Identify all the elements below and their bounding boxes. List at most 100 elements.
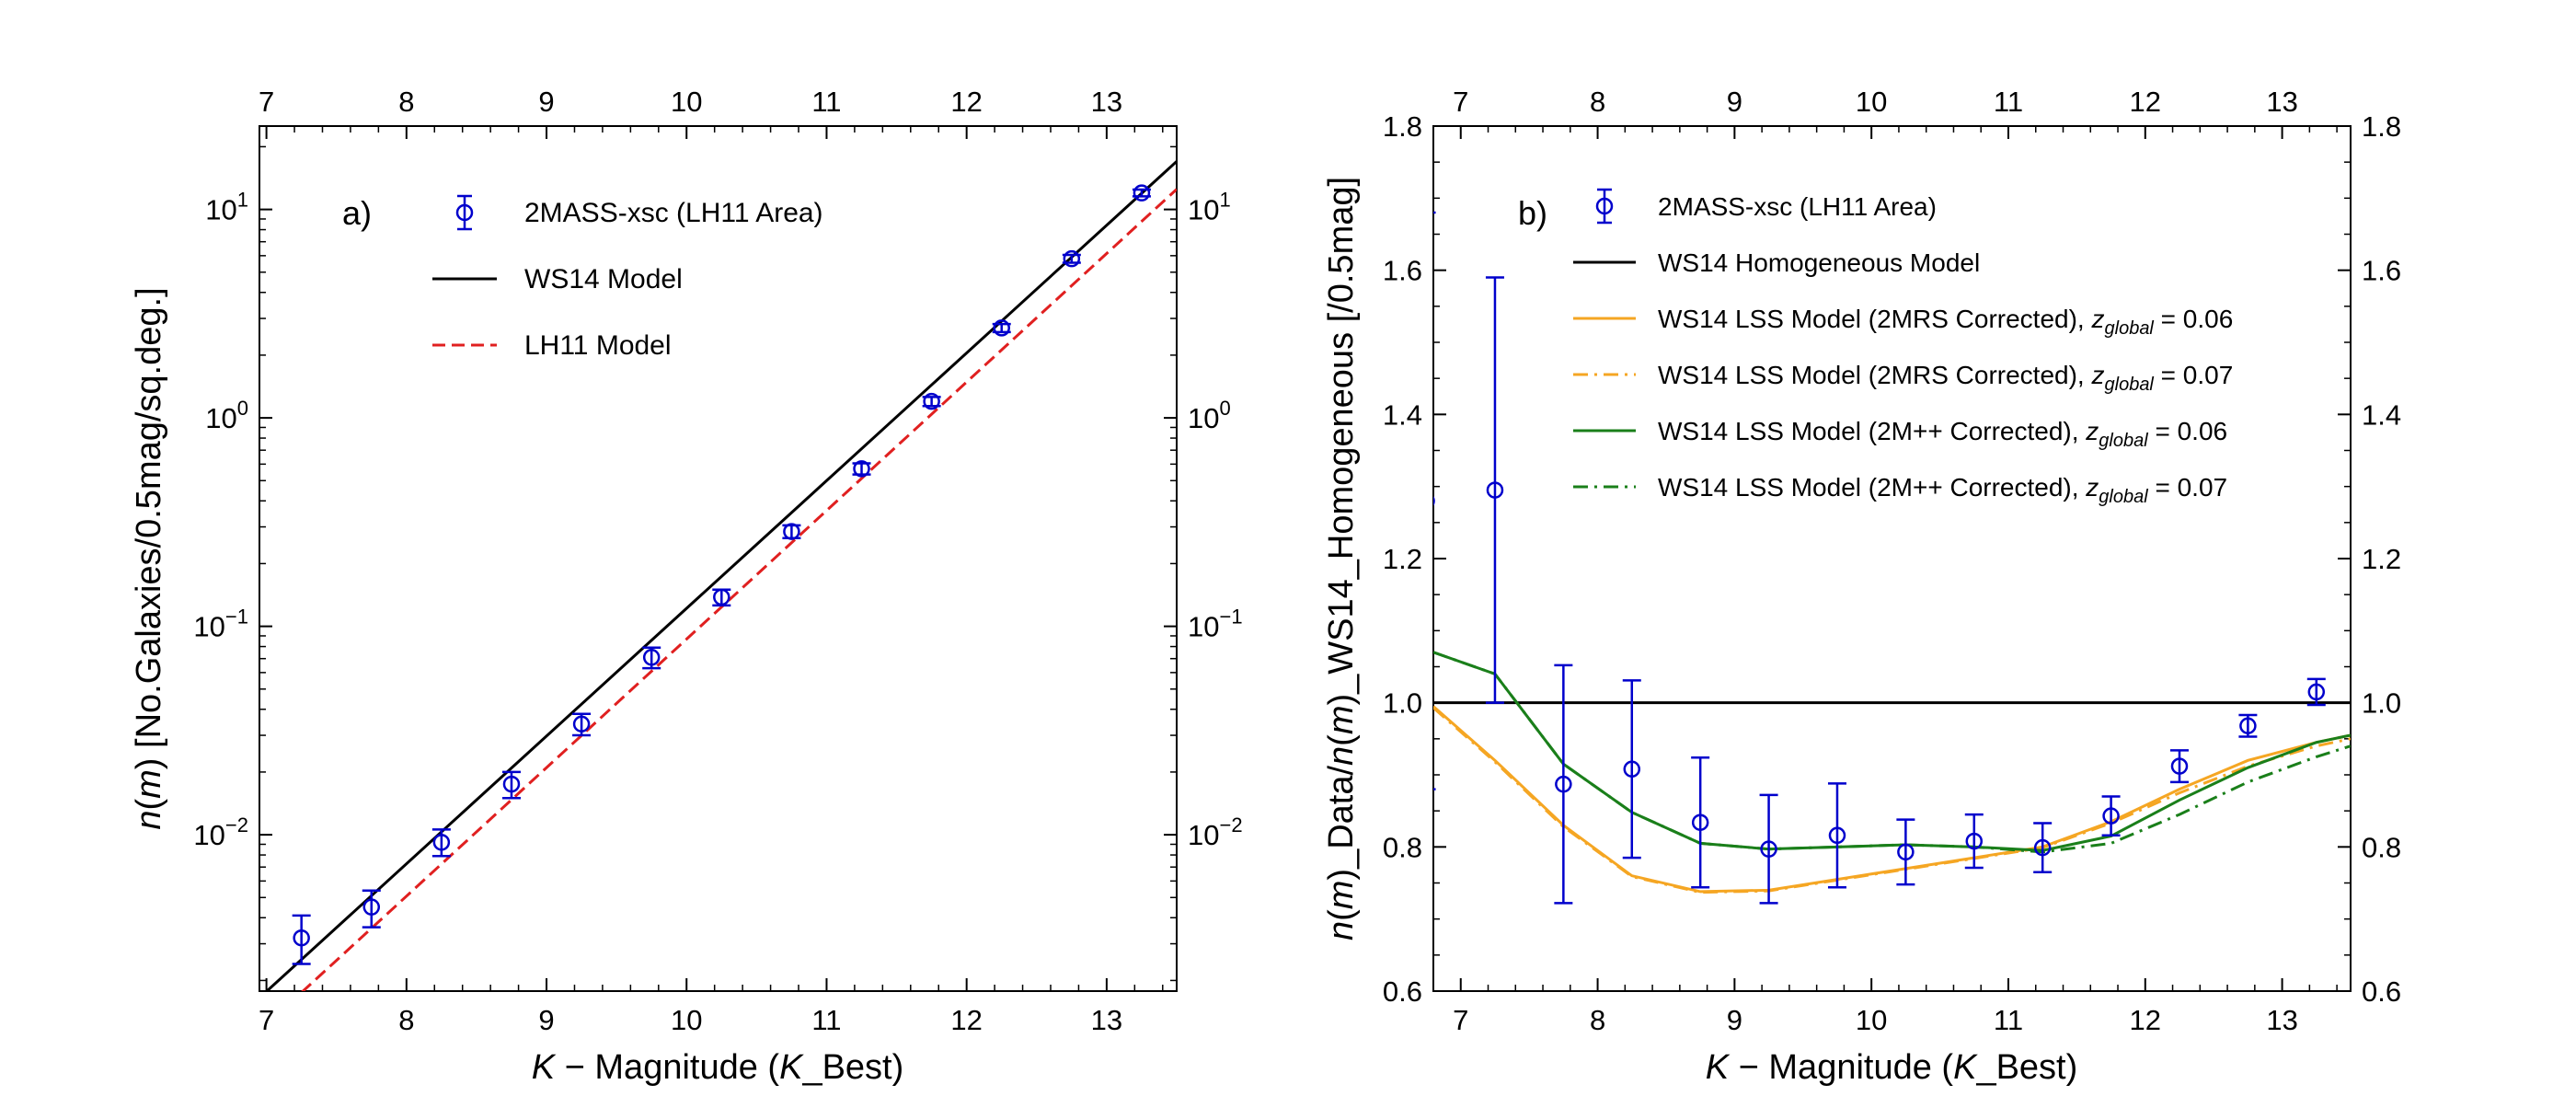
legend-label-1: WS14 Model [524, 264, 683, 294]
data-point-6 [1828, 826, 1846, 845]
data-point-0 [293, 929, 310, 947]
data-point-12 [1133, 184, 1151, 202]
data-point-6 [713, 588, 730, 606]
x-tick-label-top-9: 9 [538, 86, 554, 118]
y-tick-label-right: 1.8 [2362, 110, 2401, 143]
x-tick-label-top-12: 12 [950, 86, 982, 118]
legend-marker-point [455, 203, 474, 222]
panel-a-legend: 2MASS-xsc (LH11 Area) WS14 Model LH11 Mode… [432, 194, 823, 361]
y-tick-label-left: 0.6 [1383, 975, 1422, 1008]
panel-b-chart: 7 7 8 8 9 9 10 10 11 11 12 12 13 13 0.6 0.6 0.8 0.8 1.0 1.0… [1322, 86, 2401, 1087]
x-tick-label-bottom-13: 13 [2266, 1004, 2297, 1036]
legend-label-1: WS14 Homogeneous Model [1658, 248, 1980, 277]
data-point-4 [572, 715, 591, 733]
panel-a-label: a) [342, 194, 372, 232]
x-tick-label-bottom-11: 11 [1994, 1004, 2023, 1036]
data-point-7 [1897, 843, 1915, 861]
data-point-7 [783, 523, 800, 540]
legend-marker-point [1595, 197, 1614, 215]
series-line-2 [301, 188, 1177, 991]
x-tick-label-bottom-12: 12 [2130, 1004, 2161, 1036]
legend-label-3: WS14 LSS Model (2MRS Corrected), zglobal… [1658, 361, 2233, 395]
y-tick-label-right: 10−1 [1188, 606, 1243, 643]
x-tick-label-top-12: 12 [2130, 86, 2161, 118]
series-line-5 [1433, 651, 2351, 854]
x-tick-label-bottom-8: 8 [1590, 1004, 1605, 1036]
legend-label-4: WS14 LSS Model (2M++ Corrected), zglobal… [1658, 417, 2227, 451]
y-tick-label-left: 0.8 [1383, 831, 1422, 863]
data-point-10 [993, 319, 1010, 337]
x-tick-label-bottom-13: 13 [1091, 1004, 1122, 1036]
data-point-13 [2307, 683, 2326, 701]
x-tick-label-top-13: 13 [1091, 86, 1122, 118]
data-point-11 [1063, 249, 1081, 268]
panel-a-chart: 7 7 8 8 9 9 10 10 11 11 12 12 13 13 10−2 10−2 10−1 10−1 10… [130, 86, 1243, 1087]
x-tick-label-top-7: 7 [259, 86, 274, 118]
data-point-4 [1691, 813, 1709, 831]
panel-a-ticks: 7 7 8 8 9 9 10 10 11 11 12 12 13 13 10−2 10−2 10−1 10−1 10… [193, 86, 1242, 1036]
y-tick-label-right: 100 [1188, 397, 1231, 434]
y-tick-label-right: 101 [1188, 189, 1231, 226]
series-clip-group [1433, 211, 2351, 905]
x-tick-label-bottom-10: 10 [671, 1004, 702, 1036]
x-tick-label-top-10: 10 [1856, 86, 1887, 118]
x-tick-label-bottom-11: 11 [811, 1004, 841, 1036]
x-tick-label-top-7: 7 [1453, 86, 1468, 118]
data-point-12 [2239, 717, 2257, 734]
data-point-3 [502, 775, 521, 793]
y-tick-label-left: 1.6 [1383, 255, 1422, 287]
x-tick-label-top-9: 9 [1727, 86, 1742, 118]
legend-label-0: 2MASS-xsc (LH11 Area) [524, 198, 823, 228]
x-tick-label-top-13: 13 [2266, 86, 2297, 118]
x-tick-label-bottom-9: 9 [1727, 1004, 1742, 1036]
x-tick-label-bottom-7: 7 [259, 1004, 274, 1036]
data-point-10 [2102, 807, 2120, 825]
data-point-5 [1760, 840, 1777, 858]
data-point-8 [853, 460, 870, 478]
data-point-1 [362, 898, 381, 916]
y-tick-label-left: 1.4 [1383, 398, 1422, 431]
y-tick-label-right: 1.0 [2362, 687, 2401, 720]
x-tick-label-top-8: 8 [1590, 86, 1605, 118]
x-tick-label-top-10: 10 [671, 86, 702, 118]
y-tick-label-left: 1.2 [1383, 543, 1422, 575]
data-point-11 [2170, 757, 2189, 775]
panel-b-legend: 2MASS-xsc (LH11 Area) WS14 Homogeneous Mo… [1573, 188, 2233, 507]
y-tick-label-left: 100 [205, 397, 248, 434]
legend-label-2: WS14 LSS Model (2MRS Corrected), zglobal… [1658, 305, 2233, 339]
data-point-0 [1433, 495, 1435, 506]
x-tick-label-bottom-12: 12 [950, 1004, 982, 1036]
data-point-1 [1486, 481, 1504, 499]
data-point-8 [1965, 832, 1984, 850]
panel-b-label: b) [1518, 194, 1547, 232]
legend-label-2: LH11 Model [524, 330, 672, 361]
legend-label-0: 2MASS-xsc (LH11 Area) [1658, 192, 1937, 221]
series-line-4 [1433, 651, 2351, 852]
y-tick-label-left: 1.0 [1383, 687, 1422, 720]
y-tick-label-left: 10−1 [193, 606, 248, 643]
y-tick-label-right: 0.8 [2362, 831, 2401, 863]
panel-b-x-axis-label: K − Magnitude (K_Best) [1706, 1048, 2078, 1087]
panel-a-y-axis-label: n(m) [No.Galaxies/0.5mag/sq.deg.] [130, 287, 168, 829]
y-tick-label-right: 1.4 [2362, 398, 2401, 431]
x-tick-label-bottom-8: 8 [398, 1004, 414, 1036]
panel-b-series [1433, 211, 2351, 905]
panel-b-ticks: 7 7 8 8 9 9 10 10 11 11 12 12 13 13 0.6 0.6 0.8 0.8 1.0 1.0… [1383, 86, 2401, 1036]
y-tick-label-right: 0.6 [2362, 975, 2401, 1008]
x-tick-label-top-11: 11 [1994, 86, 2023, 118]
x-tick-label-bottom-7: 7 [1453, 1004, 1468, 1036]
y-tick-label-right: 1.6 [2362, 255, 2401, 287]
x-tick-label-top-8: 8 [398, 86, 414, 118]
legend-label-5: WS14 LSS Model (2M++ Corrected), zglobal… [1658, 473, 2227, 507]
series-line-1 [264, 160, 1177, 991]
panel-b-y-axis-label: n(m)_Data/n(m)_WS14_Homogeneous [/0.5mag… [1322, 177, 1361, 940]
y-tick-label-left: 10−2 [193, 813, 248, 851]
data-point-3 [1623, 760, 1641, 778]
data-point-9 [923, 392, 940, 410]
series-clip-group [264, 160, 1177, 991]
y-tick-label-right: 10−2 [1188, 813, 1243, 851]
x-tick-label-top-11: 11 [811, 86, 841, 118]
data-point-2 [432, 834, 451, 851]
panel-a-series [264, 160, 1177, 991]
